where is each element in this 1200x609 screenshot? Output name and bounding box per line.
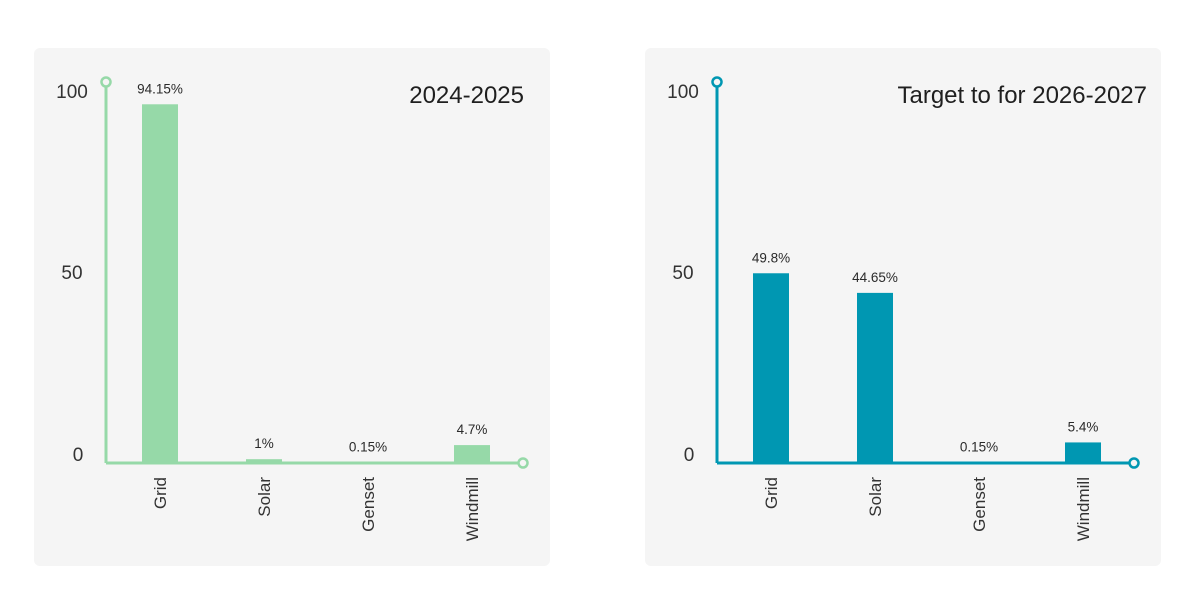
x-tick-solar: Solar <box>866 477 885 517</box>
y-tick-100: 100 <box>56 82 88 103</box>
y-tick-50: 50 <box>61 263 82 284</box>
bar-grid <box>142 104 178 463</box>
y-tick-0: 0 <box>684 445 695 466</box>
chart-title: 2024-2025 <box>409 82 524 109</box>
chart-panel-2024-2025: 2024-2025 100 50 0 94.15% 1% 0.15% 4.7% Gri… <box>34 48 550 566</box>
value-label-grid: 94.15% <box>137 81 183 96</box>
value-label-genset: 0.15% <box>960 439 998 454</box>
x-axis-labels: Grid Solar Genset Windmill <box>151 477 482 542</box>
x-tick-windmill: Windmill <box>1074 477 1093 541</box>
value-label-solar: 44.65% <box>852 270 898 285</box>
value-labels: 49.8% 44.65% 0.15% 5.4% <box>752 250 1099 454</box>
x-tick-solar: Solar <box>255 477 274 517</box>
value-label-grid: 49.8% <box>752 250 790 265</box>
chart-panel-2026-2027: Target to for 2026-2027 100 50 0 49.8% 44… <box>645 48 1161 566</box>
axes <box>711 76 1140 469</box>
bar-series <box>142 104 490 463</box>
x-axis-labels: Grid Solar Genset Windmill <box>762 477 1093 542</box>
y-tick-100: 100 <box>667 82 699 103</box>
x-tick-windmill: Windmill <box>463 477 482 541</box>
value-label-genset: 0.15% <box>349 439 387 454</box>
y-axis-end-marker <box>711 76 723 88</box>
y-axis-end-marker <box>100 76 112 88</box>
y-axis-ticks: 100 50 0 <box>667 82 699 466</box>
bar-solar <box>857 292 893 463</box>
bar-series <box>753 273 1101 463</box>
x-tick-grid: Grid <box>762 477 781 509</box>
x-tick-grid: Grid <box>151 477 170 509</box>
bar-windmill <box>454 445 490 463</box>
value-label-solar: 1% <box>254 436 274 451</box>
axes <box>100 76 529 469</box>
x-tick-genset: Genset <box>359 477 378 532</box>
y-tick-0: 0 <box>73 445 84 466</box>
x-tick-genset: Genset <box>970 477 989 532</box>
bar-grid <box>753 273 789 463</box>
value-labels: 94.15% 1% 0.15% 4.7% <box>137 81 487 454</box>
y-axis-ticks: 100 50 0 <box>56 82 88 466</box>
value-label-windmill: 4.7% <box>457 422 488 437</box>
chart-title: Target to for 2026-2027 <box>897 82 1147 109</box>
bar-windmill <box>1065 442 1101 463</box>
x-axis-end-marker <box>1128 457 1140 469</box>
bar-solar <box>246 459 282 463</box>
y-tick-50: 50 <box>672 263 693 284</box>
chart-svg-2026-2027: Target to for 2026-2027 100 50 0 49.8% 44… <box>667 76 1147 542</box>
x-axis-end-marker <box>517 457 529 469</box>
value-label-windmill: 5.4% <box>1068 419 1099 434</box>
chart-svg-2024-2025: 2024-2025 100 50 0 94.15% 1% 0.15% 4.7% Gri… <box>56 76 529 542</box>
